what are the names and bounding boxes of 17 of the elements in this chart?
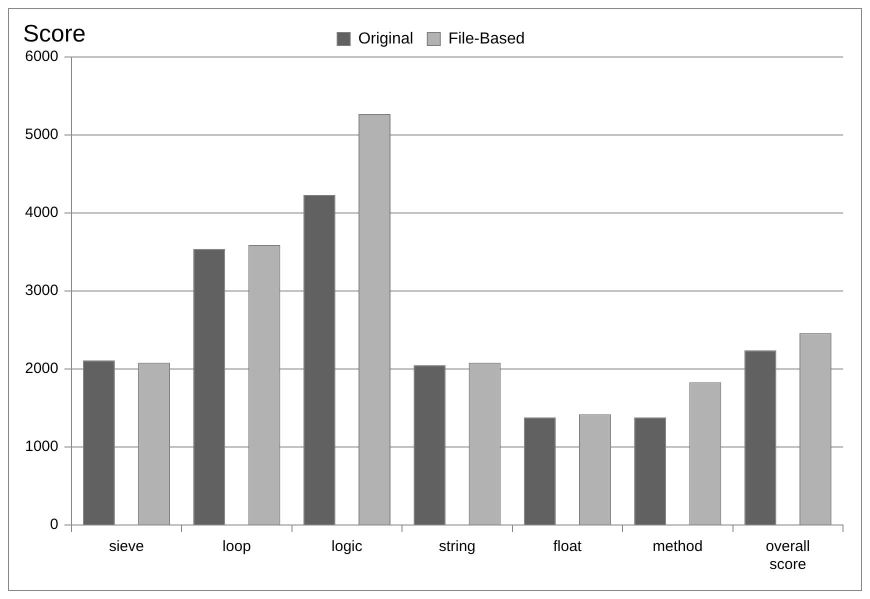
chart-title: Score [23,20,86,48]
y-tick-label: 6000 [24,48,58,66]
y-tick-label: 2000 [24,360,58,378]
y-tick-label: 3000 [24,282,58,300]
y-tick-label: 1000 [24,438,58,456]
x-tick-label: string [438,538,476,556]
x-tick-label: loop [222,538,251,556]
y-tick-label: 0 [50,516,58,534]
legend-label: Original [358,30,414,48]
x-tick-label: logic [332,538,363,556]
x-tick-label: overall score [766,538,810,574]
x-tick-label: float [553,538,582,556]
y-tick-label: 5000 [24,126,58,144]
legend-label: File-Based [448,30,525,48]
x-tick-label: method [652,538,703,556]
y-tick-label: 4000 [24,204,58,222]
x-tick-label: sieve [108,538,144,556]
